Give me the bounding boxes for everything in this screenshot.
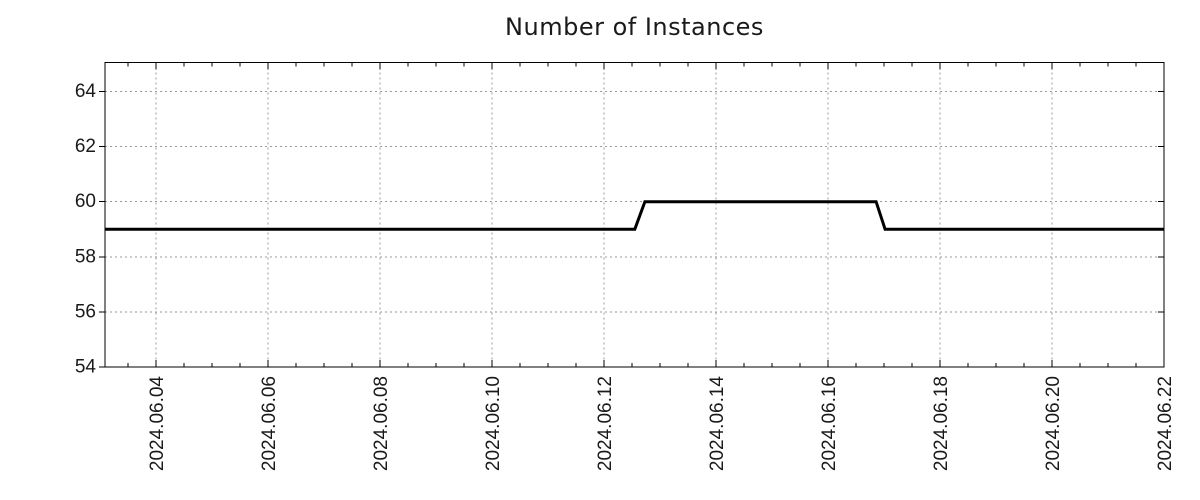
chart-title: Number of Instances (505, 13, 764, 41)
x-tick-label: 2024.06.08 (371, 376, 392, 471)
y-tick-label: 62 (75, 136, 96, 157)
x-tick-label: 2024.06.14 (707, 376, 728, 472)
x-tick-label: 2024.06.18 (931, 376, 952, 471)
y-tick-label: 56 (75, 301, 96, 322)
x-tick-label: 2024.06.22 (1155, 376, 1176, 471)
x-tick-label: 2024.06.12 (595, 376, 616, 471)
x-tick-label: 2024.06.16 (819, 376, 840, 471)
y-tick-label: 60 (75, 191, 96, 212)
y-tick-label: 54 (75, 357, 97, 378)
y-tick-label: 58 (75, 246, 96, 267)
x-tick-label: 2024.06.04 (147, 376, 168, 472)
plot-border (104, 62, 1165, 368)
x-tick-label: 2024.06.20 (1043, 376, 1064, 471)
x-tick-label: 2024.06.06 (259, 376, 280, 471)
series-line (105, 200, 1164, 231)
x-tick-label: 2024.06.10 (483, 376, 504, 471)
y-tick-label: 64 (75, 81, 97, 102)
